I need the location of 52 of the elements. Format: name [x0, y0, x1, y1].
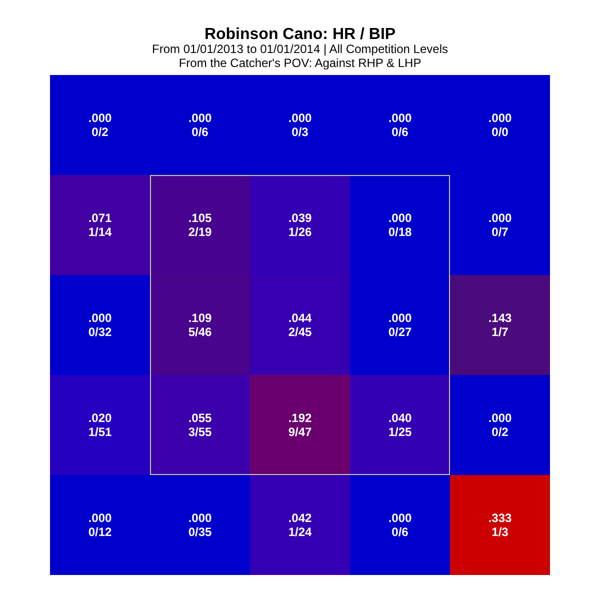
data-label: .333	[488, 511, 512, 525]
annotation: 1/3	[492, 525, 509, 539]
data-label: .000	[88, 111, 112, 125]
chart-title: Robinson Cano: HR / BIP	[204, 26, 396, 43]
annotation: 0/32	[88, 325, 112, 339]
data-label: .039	[288, 211, 312, 225]
annotation: 3/55	[188, 425, 212, 439]
annotation: 0/27	[388, 325, 412, 339]
annotation: 0/12	[88, 525, 112, 539]
annotation: 0/3	[292, 125, 309, 139]
data-label: .000	[188, 111, 212, 125]
data-label: .000	[388, 511, 412, 525]
annotation: 0/0	[492, 125, 509, 139]
data-label: .000	[388, 311, 412, 325]
annotation: 1/14	[88, 225, 112, 239]
annotation: 0/35	[188, 525, 212, 539]
annotation: 9/47	[288, 425, 312, 439]
annotation: 0/6	[192, 125, 209, 139]
data-label: .000	[88, 511, 112, 525]
data-label: .055	[188, 411, 212, 425]
annotation: 2/19	[188, 225, 212, 239]
annotation: 1/25	[388, 425, 412, 439]
data-label: .020	[88, 411, 112, 425]
annotation: 0/6	[392, 125, 409, 139]
annotation: 0/18	[388, 225, 412, 239]
data-label: .040	[388, 411, 412, 425]
data-label: .044	[288, 311, 312, 325]
annotation: 5/46	[188, 325, 212, 339]
data-label: .109	[188, 311, 212, 325]
annotation: 2/45	[288, 325, 312, 339]
data-label: .000	[388, 211, 412, 225]
data-label: .000	[388, 111, 412, 125]
annotation: 0/7	[492, 225, 509, 239]
data-label: .000	[188, 511, 212, 525]
data-label: .000	[488, 111, 512, 125]
data-label: .071	[88, 211, 112, 225]
annotation: 0/2	[92, 125, 109, 139]
data-label: .000	[488, 211, 512, 225]
data-label: .000	[88, 311, 112, 325]
data-label: .000	[488, 411, 512, 425]
annotation: 1/7	[492, 325, 509, 339]
annotation: 1/51	[88, 425, 112, 439]
data-label: .105	[188, 211, 212, 225]
data-label: .192	[288, 411, 312, 425]
annotation: 0/6	[392, 525, 409, 539]
chart-subtitle: From 01/01/2013 to 01/01/2014 | All Competition Levels From the Catcher's POV: Against RHP & LHP	[152, 42, 448, 70]
data-label: .042	[288, 511, 312, 525]
annotation: 1/24	[288, 525, 312, 539]
annotation: 1/26	[288, 225, 312, 239]
annotation: 0/2	[492, 425, 509, 439]
data-label: .000	[288, 111, 312, 125]
data-label: .143	[488, 311, 512, 325]
